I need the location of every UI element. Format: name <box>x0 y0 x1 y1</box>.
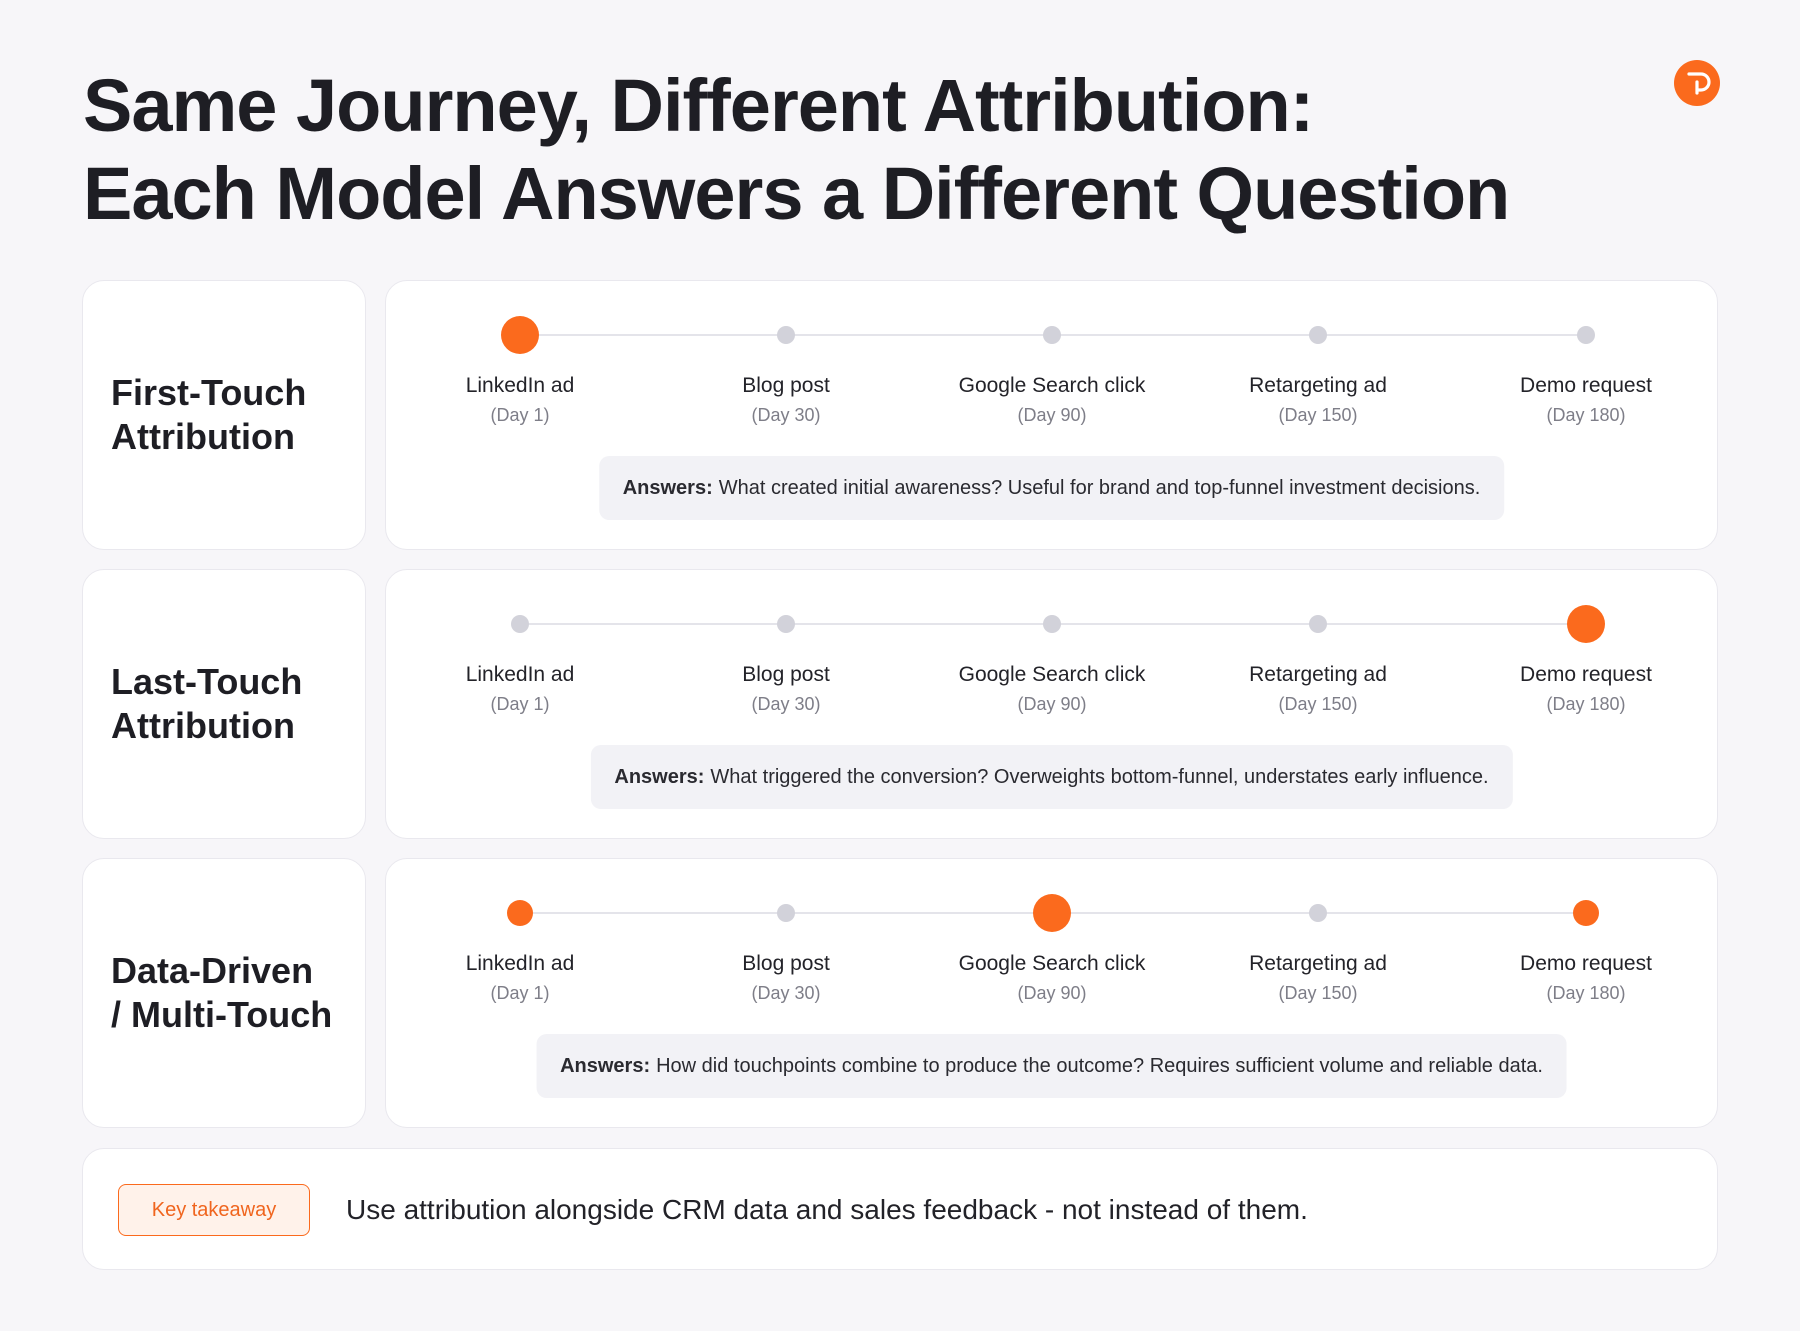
touchpoint-day: (Day 150) <box>1278 694 1358 714</box>
touchpoint-name: Retargeting ad <box>1249 952 1387 975</box>
touchpoint-dot <box>777 326 795 344</box>
answer-prefix: Answers: <box>622 476 713 499</box>
answer-text: What triggered the conversion? Overweigh… <box>710 765 1489 788</box>
touchpoint-name: Demo request <box>1520 663 1652 686</box>
touchpoint-name: Blog post <box>742 663 830 686</box>
model-label: Data-Driven / Multi-Touch <box>111 950 333 1035</box>
touchpoint-dot <box>1043 615 1061 633</box>
touchpoint-day: (Day 30) <box>751 983 821 1003</box>
touchpoint-day: (Day 180) <box>1546 983 1626 1003</box>
touchpoint-name: Demo request <box>1520 952 1652 975</box>
touchpoint-name: Retargeting ad <box>1249 374 1387 397</box>
takeaway-card: Key takeaway Use attribution alongside C… <box>82 1148 1718 1270</box>
answer-box: Answers: What triggered the conversion? … <box>590 745 1513 809</box>
touchpoint-dot <box>1309 904 1327 922</box>
touchpoint-name: Blog post <box>742 374 830 397</box>
model-label: Last-Touch Attribution <box>111 661 303 746</box>
touchpoint-name: Google Search click <box>958 374 1146 397</box>
touchpoint-name: LinkedIn ad <box>465 663 575 686</box>
touchpoint-dot <box>1043 326 1061 344</box>
touchpoint-dot <box>777 904 795 922</box>
touchpoint-name: Google Search click <box>958 952 1146 975</box>
key-takeaway-badge: Key takeaway <box>118 1184 310 1236</box>
touchpoint-dot <box>777 615 795 633</box>
touchpoint-day: (Day 1) <box>490 405 550 425</box>
model-label-card-data-driven: Data-Driven / Multi-Touch <box>82 858 366 1128</box>
touchpoint-dot <box>1309 615 1327 633</box>
touchpoint-day: (Day 180) <box>1546 694 1626 714</box>
touchpoint-day: (Day 1) <box>490 694 550 714</box>
touchpoint-day: (Day 1) <box>490 983 550 1003</box>
journey-card-data-driven: LinkedIn ad (Day 1) Blog post (Day 30) Googl… <box>385 858 1718 1128</box>
model-label: First-Touch Attribution <box>111 372 307 457</box>
answer-box: Answers: What created initial awareness?… <box>598 456 1505 520</box>
touchpoint-day: (Day 150) <box>1278 405 1358 425</box>
touchpoint-day: (Day 90) <box>1017 983 1087 1003</box>
touchpoint-dot <box>1567 605 1605 643</box>
journey-card-last-touch: LinkedIn ad (Day 1) Blog post (Day 30) Googl… <box>385 569 1718 839</box>
touchpoint-dot <box>1033 894 1071 932</box>
touchpoint-day: (Day 90) <box>1017 405 1087 425</box>
touchpoint-day: (Day 180) <box>1546 405 1626 425</box>
answer-prefix: Answers: <box>560 1054 651 1077</box>
touchpoint-day: (Day 90) <box>1017 694 1087 714</box>
touchpoint-name: Google Search click <box>958 663 1146 686</box>
touchpoint-name: Retargeting ad <box>1249 663 1387 686</box>
touchpoint-dot <box>1577 326 1595 344</box>
touchpoint-name: LinkedIn ad <box>465 374 575 397</box>
touchpoint-name: Blog post <box>742 952 830 975</box>
touchpoint-dot <box>1573 900 1599 926</box>
touchpoint-name: Demo request <box>1520 374 1652 397</box>
touchpoint-name: LinkedIn ad <box>465 952 575 975</box>
title-line-1: Same Journey, Different Attribution: <box>83 64 1314 147</box>
page-title: Same Journey, Different Attribution: Eac… <box>83 62 1510 238</box>
answer-box: Answers: How did touchpoints combine to … <box>536 1034 1567 1098</box>
touchpoint-dot <box>501 316 539 354</box>
touchpoint-dot <box>1309 326 1327 344</box>
takeaway-text: Use attribution alongside CRM data and s… <box>346 1194 1308 1225</box>
touchpoint-day: (Day 150) <box>1278 983 1358 1003</box>
touchpoint-dot <box>507 900 533 926</box>
touchpoint-day: (Day 30) <box>751 405 821 425</box>
touchpoint-dot <box>511 615 529 633</box>
touchpoint-day: (Day 30) <box>751 694 821 714</box>
answer-text: How did touchpoints combine to produce t… <box>656 1054 1543 1077</box>
model-label-card-first-touch: First-Touch Attribution <box>82 280 366 550</box>
answer-text: What created initial awareness? Useful f… <box>718 476 1481 499</box>
journey-card-first-touch: LinkedIn ad (Day 1) Blog post (Day 30) Googl… <box>385 280 1718 550</box>
brand-logo-icon <box>1674 60 1720 106</box>
answer-prefix: Answers: <box>614 765 705 788</box>
model-label-card-last-touch: Last-Touch Attribution <box>82 569 366 839</box>
title-line-2: Each Model Answers a Different Question <box>83 152 1510 235</box>
